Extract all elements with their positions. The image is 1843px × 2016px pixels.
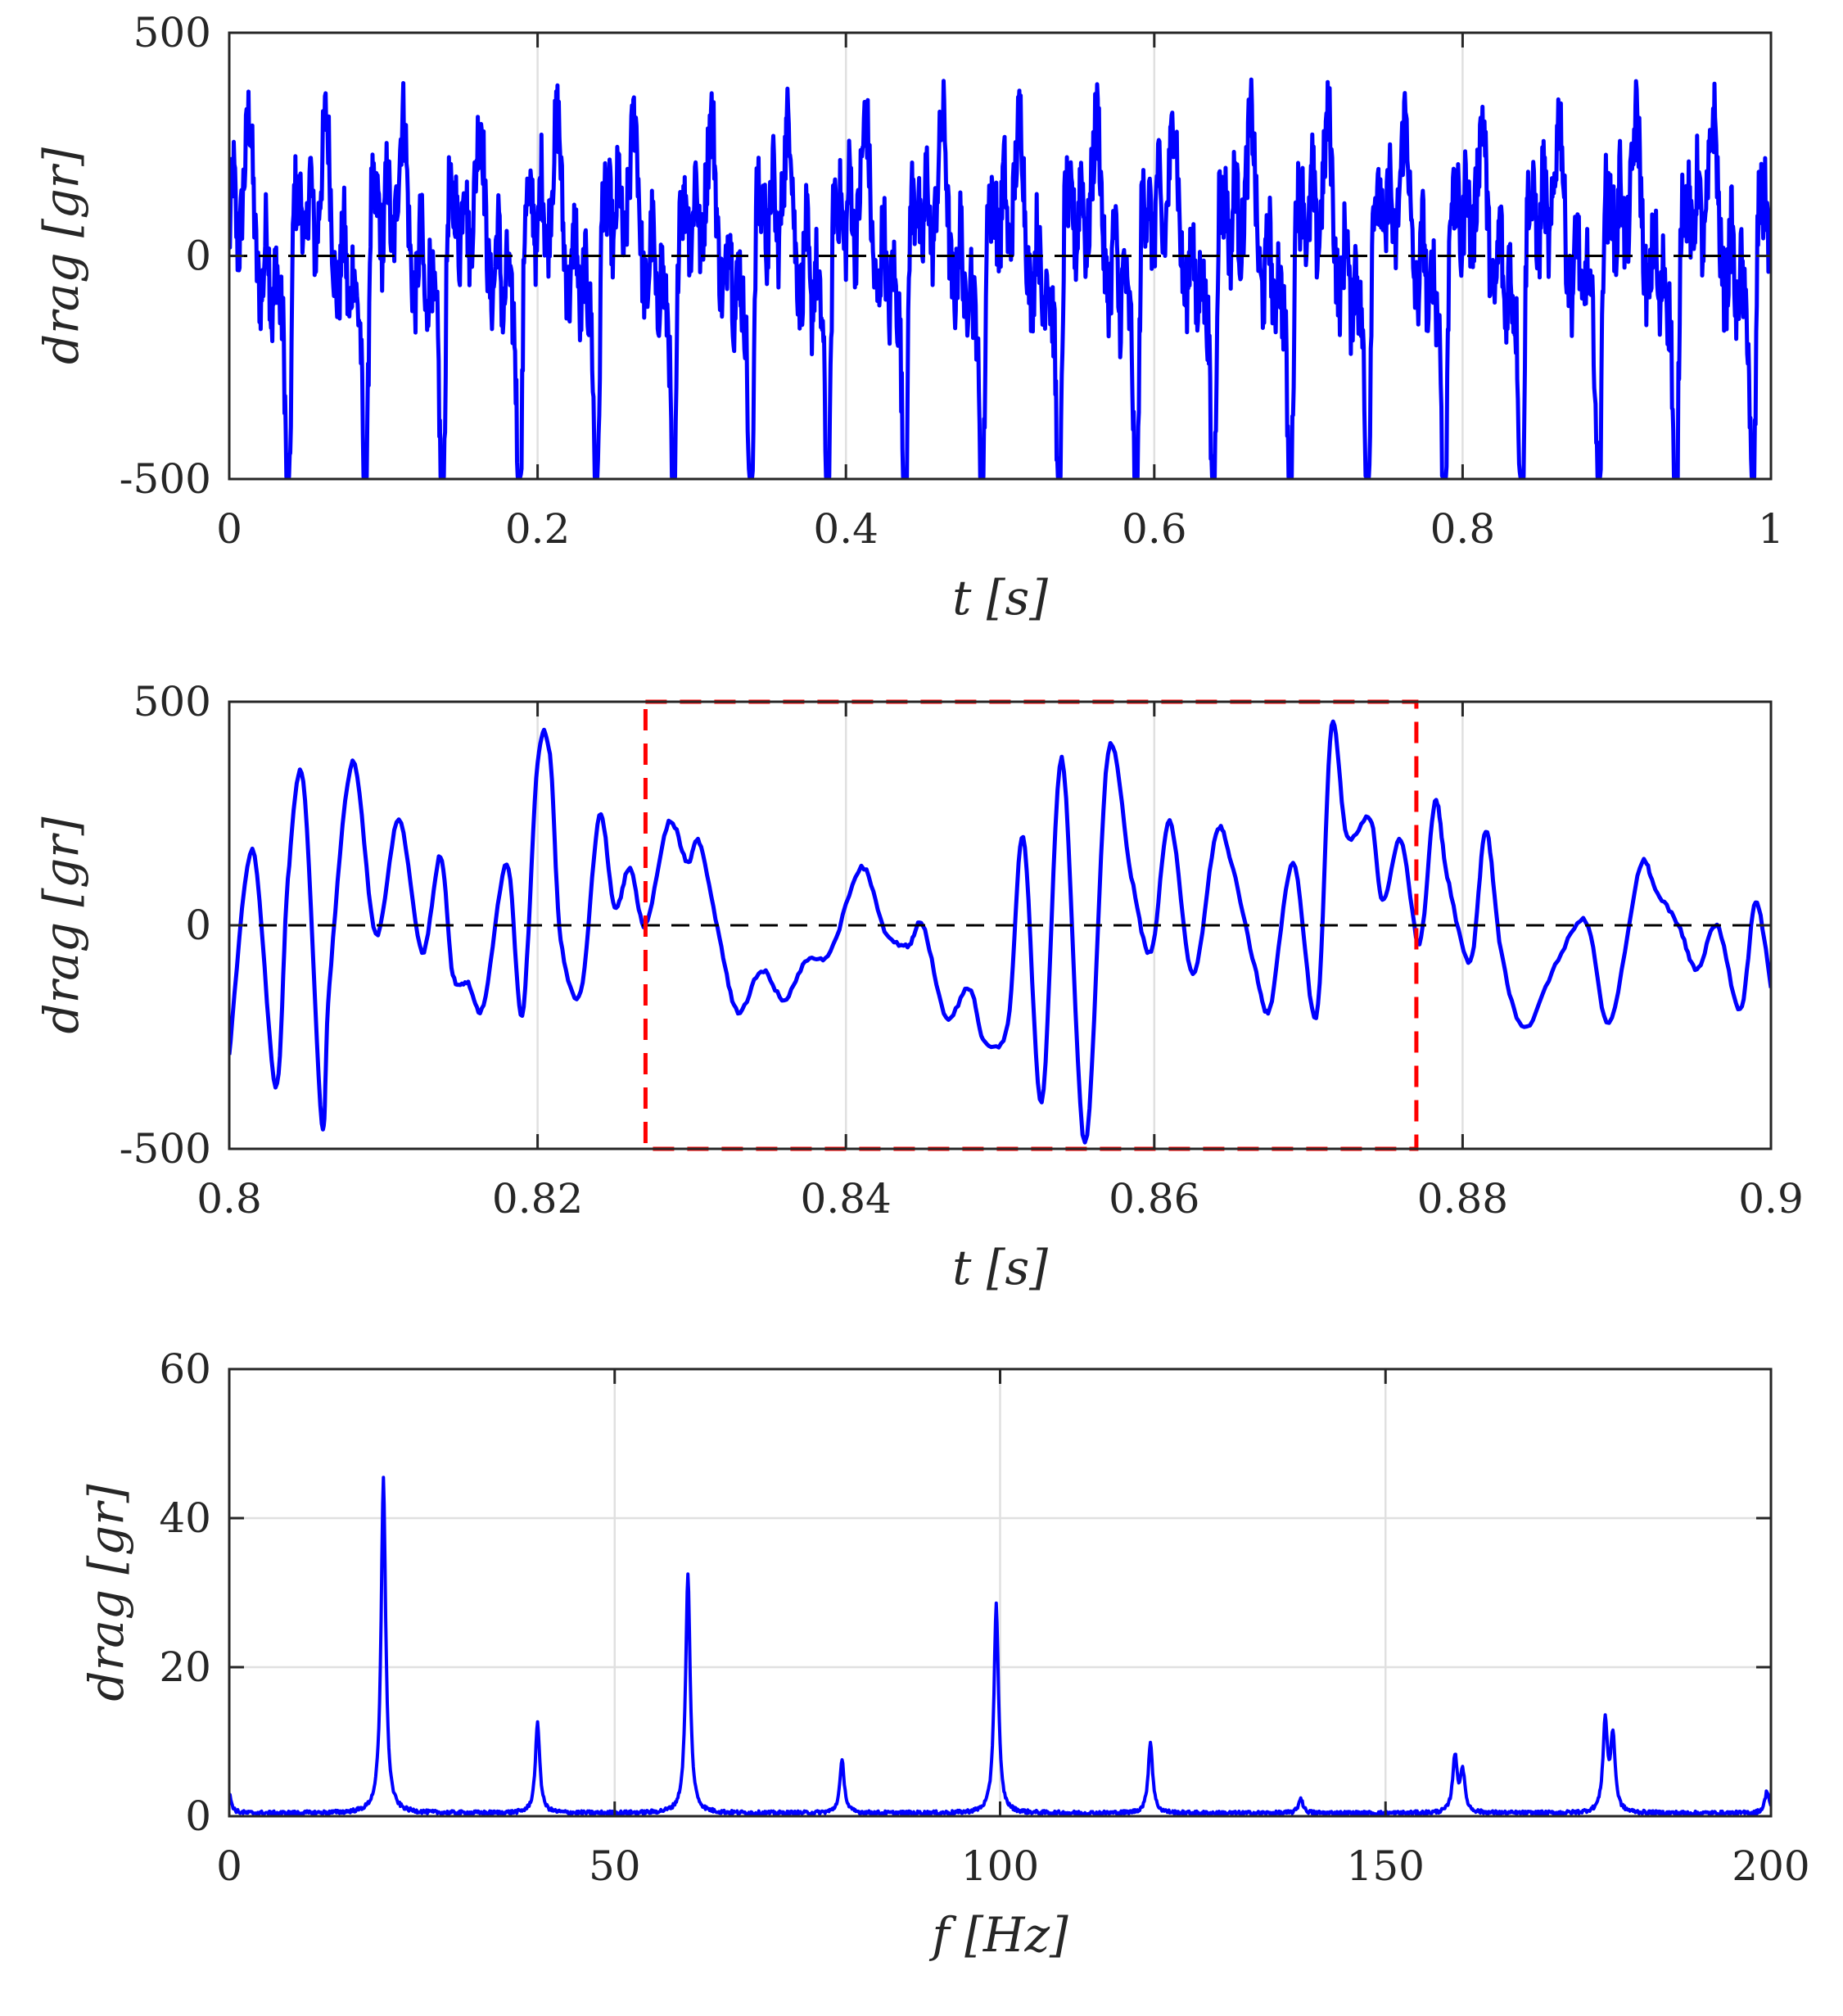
series-group xyxy=(229,77,1771,479)
data-series-line xyxy=(229,77,1771,479)
x-tick-label: 0 xyxy=(216,1842,242,1890)
x-tick-label: 0 xyxy=(216,505,242,553)
y-tick-label: -500 xyxy=(120,455,211,503)
x-tick-label: 0.2 xyxy=(505,505,571,553)
x-tick-label: 200 xyxy=(1732,1842,1809,1890)
y-axis-title: drag [gr] xyxy=(34,147,89,364)
y-axis-title: drag [gr] xyxy=(34,816,89,1033)
chart-panel-3: 0 50 100 150 200 0 20 40 60 f [Hz] drag [gr] xyxy=(79,1345,1810,1963)
y-tick-label: 0 xyxy=(185,233,211,280)
y-tick-label: 500 xyxy=(133,9,211,57)
x-axis-title: t [s] xyxy=(952,570,1048,626)
x-tick-label: 0.82 xyxy=(492,1175,583,1223)
x-axis-title: t [s] xyxy=(952,1240,1048,1295)
x-tick-label: 0.86 xyxy=(1109,1175,1199,1223)
data-series-line xyxy=(229,719,1771,1145)
x-tick-label: 0.4 xyxy=(813,505,879,553)
x-tick-label: 0.9 xyxy=(1738,1175,1804,1223)
x-tick-label: 1 xyxy=(1758,505,1784,553)
series-group xyxy=(229,719,1771,1145)
y-axis-title: drag [gr] xyxy=(79,1484,134,1701)
x-tick-label: 0.84 xyxy=(801,1175,892,1223)
y-tick-label: 500 xyxy=(133,678,211,725)
x-tick-label: 0.8 xyxy=(1430,505,1496,553)
x-tick-label: 0.6 xyxy=(1122,505,1187,553)
y-tick-label: 20 xyxy=(159,1643,211,1691)
y-tick-label: -500 xyxy=(120,1125,211,1173)
y-tick-label: 60 xyxy=(159,1345,211,1393)
x-axis-title: f [Hz] xyxy=(928,1907,1068,1963)
y-tick-label: 0 xyxy=(185,902,211,949)
x-tick-label: 0.8 xyxy=(196,1175,262,1223)
chart-panel-2: 0.8 0.82 0.84 0.86 0.88 0.9 -500 0 500 t [s] drag … xyxy=(34,678,1804,1295)
x-tick-label: 50 xyxy=(589,1842,641,1890)
y-tick-label: 40 xyxy=(159,1494,211,1542)
x-tick-label: 0.88 xyxy=(1417,1175,1508,1223)
y-tick-label: 0 xyxy=(185,1792,211,1840)
data-series-line xyxy=(229,1476,1771,1816)
x-tick-label: 100 xyxy=(961,1842,1039,1890)
series-group xyxy=(229,1476,1771,1816)
x-tick-label: 150 xyxy=(1347,1842,1425,1890)
